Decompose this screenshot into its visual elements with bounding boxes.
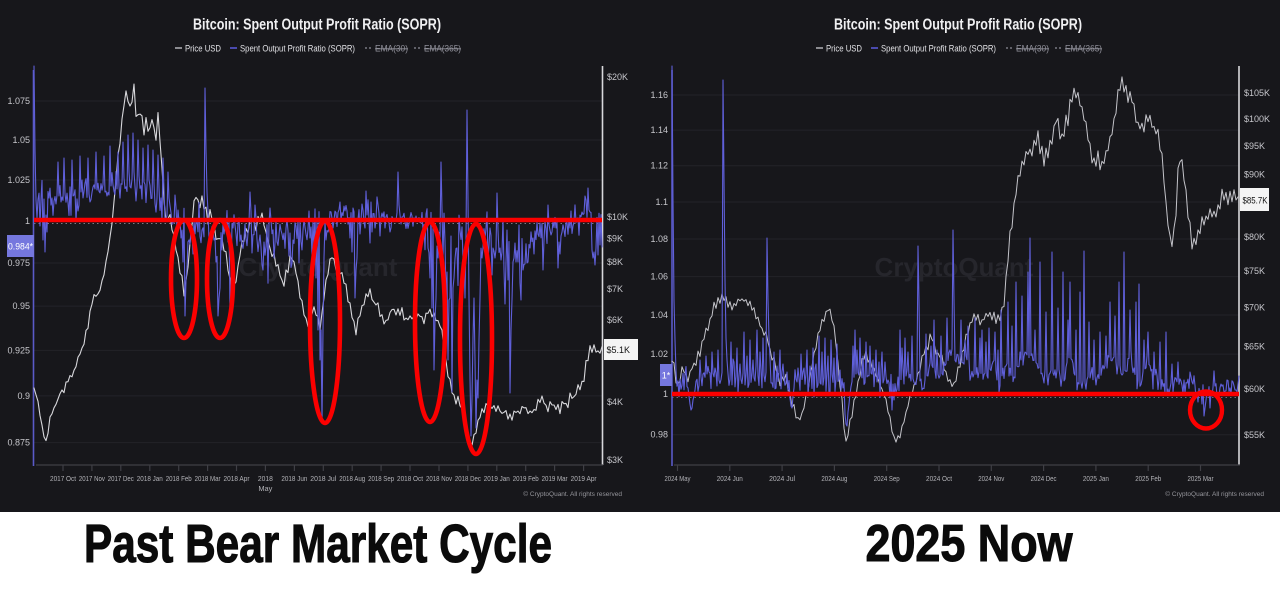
svg-text:EMA(365): EMA(365) [424, 44, 461, 55]
svg-text:$70K: $70K [1244, 303, 1265, 313]
svg-text:$8K: $8K [607, 257, 623, 267]
svg-text:2018 Nov: 2018 Nov [426, 474, 452, 483]
svg-text:1.05: 1.05 [12, 135, 30, 145]
svg-text:2024 Aug: 2024 Aug [821, 474, 847, 483]
svg-text:0.984*: 0.984* [8, 242, 33, 252]
svg-text:© CryptoQuant. All rights rese: © CryptoQuant. All rights reserved [1165, 490, 1264, 498]
svg-text:$7K: $7K [607, 284, 623, 294]
svg-text:$20K: $20K [607, 72, 628, 82]
svg-text:1.06: 1.06 [650, 272, 668, 282]
svg-text:2019 Jan: 2019 Jan [484, 474, 510, 483]
svg-text:2018 Apr: 2018 Apr [224, 474, 251, 483]
svg-text:Bitcoin: Spent Output Profit R: Bitcoin: Spent Output Profit Ratio (SOPR… [834, 17, 1082, 34]
svg-text:Spent Output Profit Ratio (SOP: Spent Output Profit Ratio (SOPR) [881, 44, 996, 55]
svg-text:$90K: $90K [1244, 170, 1265, 180]
svg-text:EMA(365): EMA(365) [1065, 44, 1102, 55]
svg-text:$9K: $9K [607, 233, 623, 243]
svg-text:2018 Jan: 2018 Jan [137, 474, 163, 483]
svg-text:1.02: 1.02 [650, 349, 668, 359]
svg-text:Price USD: Price USD [826, 44, 862, 55]
svg-text:2018 Jul: 2018 Jul [310, 474, 336, 483]
svg-text:$75K: $75K [1244, 266, 1265, 276]
svg-text:Spent Output Profit Ratio (SOP: Spent Output Profit Ratio (SOPR) [240, 44, 355, 55]
svg-text:2018 Jun: 2018 Jun [281, 474, 307, 483]
svg-text:2018 Mar: 2018 Mar [195, 474, 222, 483]
svg-text:2018 Sep: 2018 Sep [368, 474, 394, 483]
svg-text:2017 Nov: 2017 Nov [79, 474, 105, 483]
svg-text:2018 Aug: 2018 Aug [339, 474, 365, 483]
svg-text:1.025: 1.025 [7, 175, 30, 185]
svg-text:$100K: $100K [1244, 114, 1270, 124]
svg-text:Price USD: Price USD [185, 44, 221, 55]
svg-text:May: May [258, 484, 272, 493]
svg-text:2024 Jul: 2024 Jul [769, 474, 795, 483]
svg-text:$85.7K: $85.7K [1243, 196, 1268, 206]
svg-text:2024 May: 2024 May [665, 474, 691, 483]
svg-text:Past Bear Market Cycle: Past Bear Market Cycle [84, 514, 552, 574]
svg-text:2018: 2018 [258, 474, 273, 483]
svg-text:0.875: 0.875 [7, 438, 30, 448]
svg-text:2025 Now: 2025 Now [866, 515, 1073, 573]
svg-text:1.1: 1.1 [655, 197, 668, 207]
svg-text:EMA(30): EMA(30) [1016, 44, 1049, 55]
svg-text:2025 Feb: 2025 Feb [1135, 474, 1161, 483]
svg-text:1.075: 1.075 [7, 96, 30, 106]
svg-text:1.14: 1.14 [650, 125, 668, 135]
svg-text:2019 Mar: 2019 Mar [542, 474, 569, 483]
svg-text:2017 Dec: 2017 Dec [108, 474, 134, 483]
svg-text:0.925: 0.925 [7, 345, 30, 355]
svg-text:$55K: $55K [1244, 430, 1265, 440]
svg-text:$80K: $80K [1244, 232, 1265, 242]
svg-text:1.04: 1.04 [650, 310, 668, 320]
svg-text:1: 1 [663, 389, 668, 399]
svg-text:2024 Oct: 2024 Oct [926, 474, 952, 483]
svg-text:0.95: 0.95 [12, 301, 30, 311]
svg-text:EMA(30): EMA(30) [375, 44, 408, 55]
svg-text:2024 Sep: 2024 Sep [874, 474, 900, 483]
svg-text:1.08: 1.08 [650, 234, 668, 244]
svg-text:$105K: $105K [1244, 88, 1270, 98]
svg-text:$4K: $4K [607, 397, 623, 407]
svg-text:2024 Jun: 2024 Jun [717, 474, 743, 483]
svg-text:$65K: $65K [1244, 342, 1265, 352]
svg-text:2024 Nov: 2024 Nov [978, 474, 1004, 483]
svg-text:$60K: $60K [1244, 384, 1265, 394]
svg-text:1: 1 [25, 216, 30, 226]
svg-text:0.975: 0.975 [7, 258, 30, 268]
svg-text:$95K: $95K [1244, 141, 1265, 151]
svg-text:$10K: $10K [607, 212, 628, 222]
svg-text:2018 Feb: 2018 Feb [166, 474, 192, 483]
svg-text:2019 Apr: 2019 Apr [571, 474, 598, 483]
svg-text:$6K: $6K [607, 315, 623, 325]
svg-text:2019 Feb: 2019 Feb [513, 474, 539, 483]
svg-text:1.16: 1.16 [650, 90, 668, 100]
svg-text:© CryptoQuant. All rights rese: © CryptoQuant. All rights reserved [523, 490, 622, 498]
svg-text:0.9: 0.9 [17, 391, 30, 401]
svg-text:$5.1K: $5.1K [607, 345, 631, 355]
svg-text:1*: 1* [662, 371, 671, 381]
svg-text:$3K: $3K [607, 455, 623, 465]
svg-text:2017 Oct: 2017 Oct [50, 474, 76, 483]
svg-text:2018 Oct: 2018 Oct [397, 474, 423, 483]
svg-text:Bitcoin: Spent Output Profit R: Bitcoin: Spent Output Profit Ratio (SOPR… [193, 17, 441, 34]
svg-text:2025 Jan: 2025 Jan [1083, 474, 1109, 483]
svg-text:1.12: 1.12 [650, 161, 668, 171]
svg-text:2025 Mar: 2025 Mar [1188, 474, 1215, 483]
svg-text:2018 Dec: 2018 Dec [455, 474, 481, 483]
svg-text:0.98: 0.98 [650, 430, 668, 440]
svg-text:2024 Dec: 2024 Dec [1031, 474, 1057, 483]
